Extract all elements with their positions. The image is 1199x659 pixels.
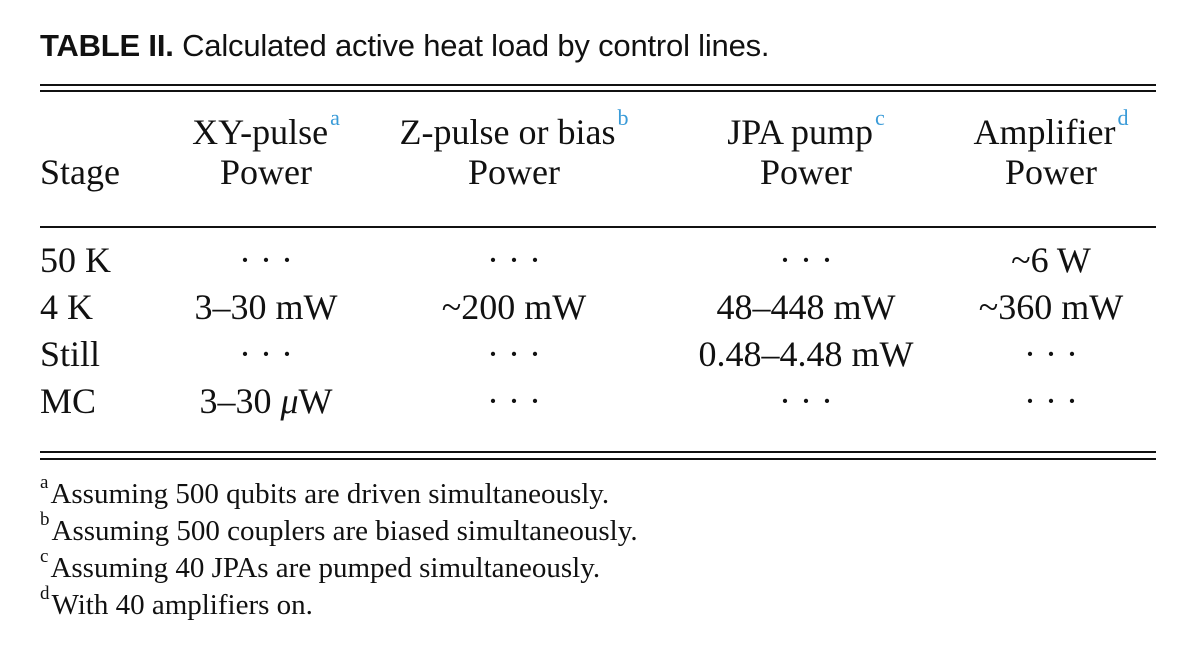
footnote-c: cAssuming 40 JPAs are pumped simultaneou…: [40, 546, 601, 584]
table-caption: TABLE II. Calculated active heat load by…: [40, 28, 770, 64]
cell-xy: · · ·: [239, 240, 293, 280]
header-z-power: Power: [468, 152, 560, 192]
mu-symbol: μ: [280, 381, 299, 421]
footnote-marker-a: a: [330, 105, 340, 130]
cell-xy: · · ·: [239, 334, 293, 374]
footnote-b: bAssuming 500 couplers are biased simult…: [40, 509, 638, 547]
bottom-double-rule-2: [40, 458, 1156, 460]
cell-stage: MC: [40, 381, 97, 421]
footnote-marker-c: c: [874, 105, 885, 130]
header-jpa-pump: JPA pumpc: [727, 105, 885, 153]
header-z-pulse: Z-pulse or biasb: [399, 105, 629, 153]
footnote-a: aAssuming 500 qubits are driven simultan…: [40, 472, 610, 510]
table-row: Still · · · · · · 0.48–4.48 mW · · ·: [40, 331, 1156, 378]
header-amplifier: Amplifierd: [973, 105, 1129, 153]
header-row-2: Stage Power Power Power Power: [40, 152, 1156, 192]
header-xy-power: Power: [220, 152, 312, 192]
cell-stage: 4 K: [40, 287, 93, 327]
cell-amp: · · ·: [1024, 381, 1078, 421]
table-row: 4 K 3–30 mW ~200 mW 48–448 mW ~360 mW: [40, 284, 1156, 331]
top-double-rule-1: [40, 84, 1156, 86]
table-caption-text: Calculated active heat load by control l…: [182, 28, 770, 63]
cell-xy: 3–30 mW: [194, 287, 338, 327]
cell-z: · · ·: [487, 334, 541, 374]
table-label: TABLE II.: [40, 28, 174, 63]
heat-load-table: XY-pulsea Z-pulse or biasb JPA pumpc Amp…: [40, 105, 1156, 425]
cell-amp: · · ·: [1024, 334, 1078, 374]
footnote-marker-d: d: [1117, 105, 1129, 130]
cell-z: · · ·: [487, 381, 541, 421]
header-amp-power: Power: [1005, 152, 1097, 192]
header-rule: [40, 226, 1156, 228]
header-row-1: XY-pulsea Z-pulse or biasb JPA pumpc Amp…: [40, 105, 1156, 153]
footnote-d: dWith 40 amplifiers on.: [40, 583, 313, 621]
cell-jpa: 0.48–4.48 mW: [698, 334, 914, 374]
table-row: 50 K · · · · · · · · · ~6 W: [40, 237, 1156, 284]
cell-jpa: 48–448 mW: [716, 287, 896, 327]
header-jpa-power: Power: [760, 152, 852, 192]
cell-stage: Still: [40, 334, 101, 374]
footnote-marker-b: b: [617, 105, 629, 130]
top-double-rule-2: [40, 90, 1156, 92]
cell-xy: 3–30 μW: [199, 381, 333, 421]
header-stage: Stage: [40, 152, 120, 192]
bottom-double-rule-1: [40, 451, 1156, 453]
cell-jpa: · · ·: [779, 240, 833, 280]
header-xy-pulse: XY-pulsea: [192, 105, 340, 153]
footnotes: aAssuming 500 qubits are driven simultan…: [40, 472, 638, 624]
table-row: MC 3–30 μW · · · · · · · · ·: [40, 378, 1156, 425]
cell-stage: 50 K: [40, 240, 111, 280]
cell-amp: ~6 W: [1011, 240, 1091, 280]
cell-jpa: · · ·: [779, 381, 833, 421]
header-stage-blank: [40, 112, 170, 152]
cell-z: ~200 mW: [441, 287, 587, 327]
cell-z: · · ·: [487, 240, 541, 280]
cell-amp: ~360 mW: [978, 287, 1124, 327]
